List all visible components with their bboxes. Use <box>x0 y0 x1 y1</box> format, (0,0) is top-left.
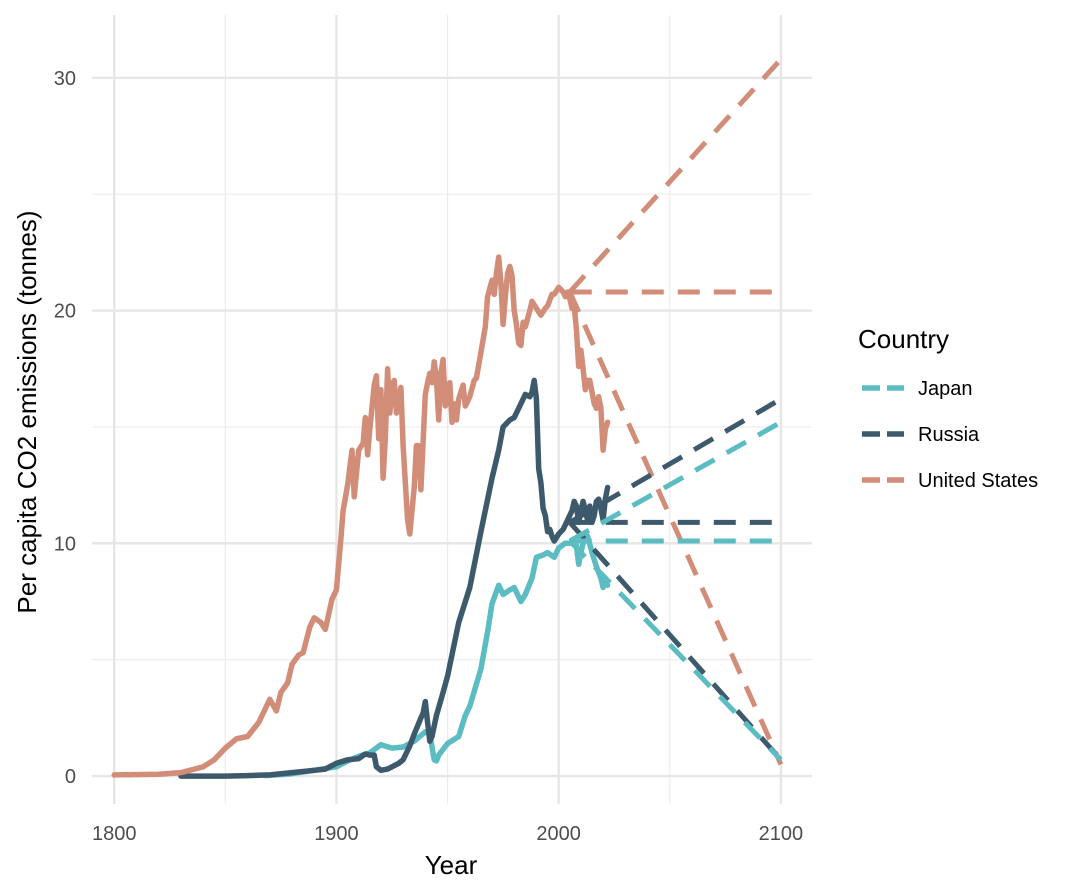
y-tick-label: 20 <box>54 301 76 323</box>
projection-line-russia <box>568 396 783 525</box>
x-tick-label: 2000 <box>536 823 581 845</box>
projection-line-japan <box>567 539 783 762</box>
series-lines <box>111 254 611 779</box>
legend-title: Country <box>858 324 949 354</box>
projection-line-russia <box>567 520 783 762</box>
legend-label-japan: Japan <box>918 378 973 400</box>
y-axis-title: Per capita CO2 emissions (tonnes) <box>12 210 42 613</box>
y-tick-label: 10 <box>54 533 76 555</box>
x-tick-label: 1900 <box>314 823 359 845</box>
series-line-russia <box>178 377 611 779</box>
x-tick-label: 1800 <box>92 823 137 845</box>
projection-line-united-states <box>567 290 784 766</box>
series-line-united-states <box>111 254 611 778</box>
y-axis-ticks: 0 10 20 30 <box>54 68 76 788</box>
projection-line-united-states <box>567 57 783 294</box>
legend-label-united-states: United States <box>918 470 1038 492</box>
x-axis-ticks: 1800 1900 2000 2100 <box>92 823 803 845</box>
legend-label-russia: Russia <box>918 424 980 446</box>
legend: Country Japan Russia United States <box>858 324 1038 492</box>
y-tick-label: 30 <box>54 68 76 90</box>
legend-keys: Japan Russia United States <box>862 378 1038 492</box>
projection-line-japan <box>568 420 783 544</box>
y-tick-label: 0 <box>65 766 76 788</box>
x-axis-title: Year <box>425 850 478 880</box>
series-line-japan <box>262 533 611 779</box>
x-tick-label: 2100 <box>759 823 804 845</box>
minor-gridlines <box>92 15 812 804</box>
projection-lines <box>567 57 784 766</box>
